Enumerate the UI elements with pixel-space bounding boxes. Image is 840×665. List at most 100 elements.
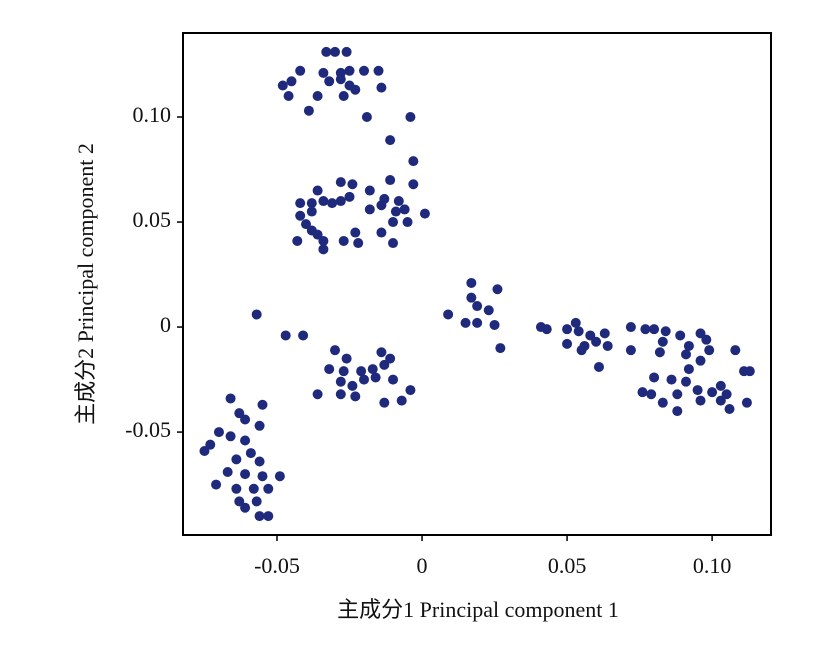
x-tick-label: 0.10 — [693, 553, 732, 578]
point — [306, 206, 317, 217]
point — [213, 427, 224, 438]
point — [341, 353, 352, 364]
point — [683, 340, 694, 351]
point — [390, 206, 401, 217]
point — [483, 305, 494, 316]
point — [681, 349, 692, 360]
point — [364, 204, 375, 215]
point — [251, 309, 262, 320]
point — [341, 46, 352, 57]
point — [344, 191, 355, 202]
point — [388, 217, 399, 228]
point — [254, 456, 265, 467]
point — [324, 364, 335, 375]
point — [295, 65, 306, 76]
point — [367, 364, 378, 375]
y-axis-title: 主成分2 Principal component 2 — [73, 143, 98, 425]
point — [231, 454, 242, 465]
point — [298, 330, 309, 341]
point — [327, 198, 338, 209]
point — [338, 366, 349, 377]
point — [335, 177, 346, 188]
point — [704, 345, 715, 356]
point — [347, 179, 358, 190]
point — [715, 380, 726, 391]
point — [251, 496, 262, 507]
point — [353, 238, 364, 249]
point — [359, 374, 370, 385]
point — [730, 345, 741, 356]
point — [335, 196, 346, 207]
point — [359, 65, 370, 76]
point — [248, 483, 259, 494]
point — [234, 496, 245, 507]
point — [211, 479, 222, 490]
point — [405, 385, 416, 396]
point — [350, 227, 361, 238]
point — [472, 317, 483, 328]
point — [591, 336, 602, 347]
point — [646, 389, 657, 400]
point — [277, 80, 288, 91]
point — [318, 67, 329, 78]
point — [681, 376, 692, 387]
point — [199, 445, 210, 456]
point — [318, 196, 329, 207]
point — [388, 374, 399, 385]
point — [335, 389, 346, 400]
point — [602, 340, 613, 351]
point — [657, 397, 668, 408]
point — [672, 406, 683, 417]
point — [599, 328, 610, 339]
point — [306, 198, 317, 209]
point — [295, 210, 306, 221]
x-tick-label: -0.05 — [254, 553, 300, 578]
point — [666, 374, 677, 385]
point — [744, 366, 755, 377]
point — [295, 198, 306, 209]
point — [675, 330, 686, 341]
point — [330, 345, 341, 356]
point — [692, 385, 703, 396]
y-tick-label: -0.05 — [125, 417, 171, 442]
point — [408, 179, 419, 190]
point — [573, 326, 584, 337]
point — [396, 395, 407, 406]
point — [489, 319, 500, 330]
point — [585, 330, 596, 341]
y-tick-label: 0.05 — [133, 207, 172, 232]
point — [385, 135, 396, 146]
point — [402, 217, 413, 228]
point — [292, 235, 303, 246]
point — [562, 324, 573, 335]
point — [254, 511, 265, 522]
point — [695, 395, 706, 406]
point — [312, 185, 323, 196]
point — [335, 376, 346, 387]
point — [231, 483, 242, 494]
point — [263, 483, 274, 494]
point — [240, 469, 251, 480]
point — [707, 387, 718, 398]
point — [222, 466, 233, 477]
point — [649, 324, 660, 335]
point — [492, 284, 503, 295]
point — [460, 317, 471, 328]
point — [715, 395, 726, 406]
point — [649, 372, 660, 383]
point — [240, 502, 251, 513]
point — [356, 366, 367, 377]
point — [385, 175, 396, 186]
point — [376, 347, 387, 358]
point — [625, 345, 636, 356]
point — [385, 353, 396, 364]
point — [312, 229, 323, 240]
point — [672, 389, 683, 400]
point — [562, 338, 573, 349]
point — [376, 200, 387, 211]
point — [350, 84, 361, 95]
point — [234, 408, 245, 419]
point — [370, 372, 381, 383]
point — [312, 91, 323, 102]
point — [205, 439, 216, 450]
